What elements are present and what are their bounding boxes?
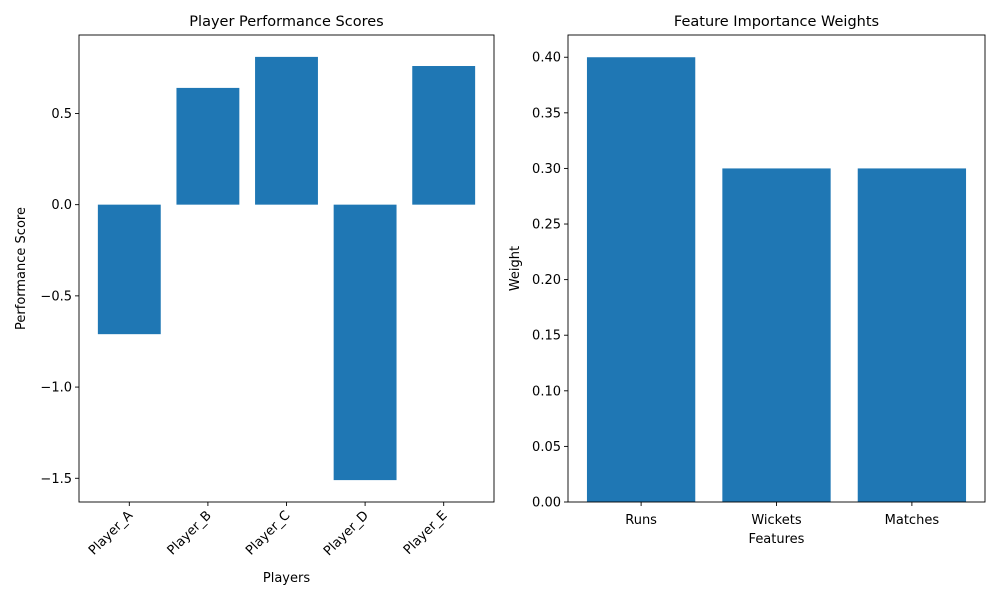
x-ticks: Runs Wickets Matches bbox=[625, 502, 939, 528]
x-tick-label: Matches bbox=[885, 513, 940, 528]
bar-Runs bbox=[586, 57, 696, 502]
x-tick-label: Player_C bbox=[243, 508, 293, 558]
y-axis-label: Performance Score bbox=[14, 207, 29, 330]
y-tick-label: 0.35 bbox=[532, 106, 561, 121]
y-axis-label: Weight bbox=[508, 246, 523, 291]
x-tick-label: Wickets bbox=[751, 513, 801, 528]
bars bbox=[97, 56, 476, 481]
y-tick-label: −0.5 bbox=[40, 289, 72, 304]
x-tick-label: Player_D bbox=[321, 508, 372, 559]
x-axis-label: Features bbox=[749, 532, 805, 547]
bar-Player_B bbox=[176, 87, 240, 205]
y-tick-label: 0.05 bbox=[532, 440, 561, 455]
y-tick-label: 0.25 bbox=[532, 218, 561, 233]
bar-Player_A bbox=[97, 204, 161, 335]
x-tick-label: Player_A bbox=[86, 508, 136, 558]
y-tick-label: 0.15 bbox=[532, 329, 561, 344]
player-performance-chart: Player Performance Scores Players Perfor… bbox=[14, 14, 495, 586]
y-ticks: −1.5 −1.0 −0.5 0.0 0.5 bbox=[40, 107, 79, 487]
y-tick-label: 0.10 bbox=[532, 384, 561, 399]
x-ticks: Player_A Player_B Player_C Player_D Player_E bbox=[86, 502, 451, 559]
bar-Player_C bbox=[255, 56, 318, 205]
bar-Player_D bbox=[333, 204, 397, 481]
bar-Player_E bbox=[412, 66, 476, 205]
y-tick-label: 0.20 bbox=[532, 273, 561, 288]
x-tick-label: Player_E bbox=[401, 508, 451, 558]
y-tick-label: 0.40 bbox=[532, 51, 561, 66]
bar-Wickets bbox=[722, 168, 831, 502]
y-tick-label: 0.0 bbox=[51, 198, 72, 213]
y-tick-label: 0.5 bbox=[51, 107, 72, 122]
y-ticks: 0.00 0.05 0.10 0.15 0.20 0.25 0.30 0.35 0.40 bbox=[532, 51, 568, 511]
y-tick-label: 0.30 bbox=[532, 162, 561, 177]
feature-importance-chart: Feature Importance Weights Features Weig… bbox=[508, 14, 986, 547]
y-tick-label: −1.5 bbox=[40, 472, 72, 487]
x-tick-label: Player_B bbox=[165, 508, 215, 558]
chart-title: Feature Importance Weights bbox=[674, 14, 879, 30]
x-tick-label: Runs bbox=[625, 513, 657, 528]
y-tick-label: −1.0 bbox=[40, 381, 72, 396]
y-tick-label: 0.00 bbox=[532, 496, 561, 511]
chart-title: Player Performance Scores bbox=[189, 14, 383, 30]
x-axis-label: Players bbox=[263, 571, 310, 586]
bar-Matches bbox=[857, 168, 967, 502]
bars bbox=[586, 57, 967, 502]
